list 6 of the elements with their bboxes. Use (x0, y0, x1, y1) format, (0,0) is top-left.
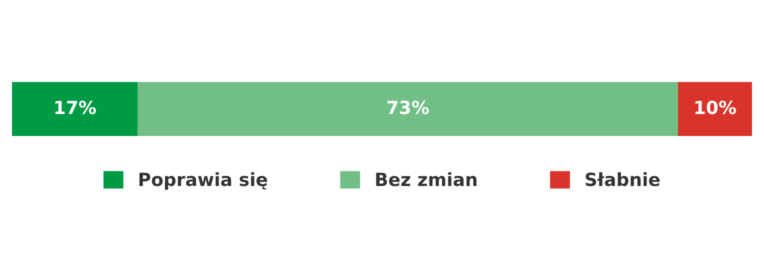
legend-label: Bez zmian (376, 172, 476, 186)
legend-label: Poprawia się (139, 172, 268, 190)
legend-label: Słabnie (586, 172, 660, 186)
data-label: 10% (695, 100, 736, 114)
data-label: 17% (55, 100, 96, 114)
data-label: 73% (388, 100, 429, 114)
